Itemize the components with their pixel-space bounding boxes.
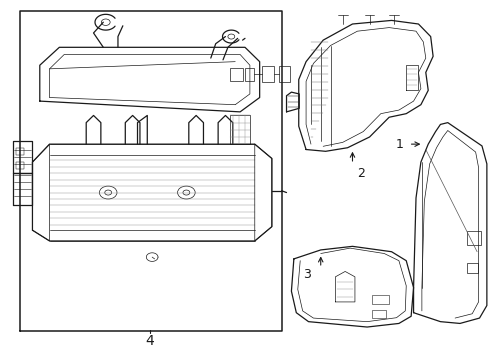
Bar xyxy=(372,295,389,304)
Bar xyxy=(279,66,290,82)
Bar xyxy=(16,162,24,169)
Bar xyxy=(245,68,254,81)
Bar xyxy=(467,231,481,244)
Bar xyxy=(16,148,24,155)
Bar xyxy=(262,66,274,82)
Text: 3: 3 xyxy=(303,268,311,281)
Bar xyxy=(372,310,386,318)
Text: 1: 1 xyxy=(396,138,404,150)
Bar xyxy=(230,68,243,81)
Text: 2: 2 xyxy=(357,167,365,180)
Text: 4: 4 xyxy=(146,334,154,348)
Bar xyxy=(467,263,478,273)
